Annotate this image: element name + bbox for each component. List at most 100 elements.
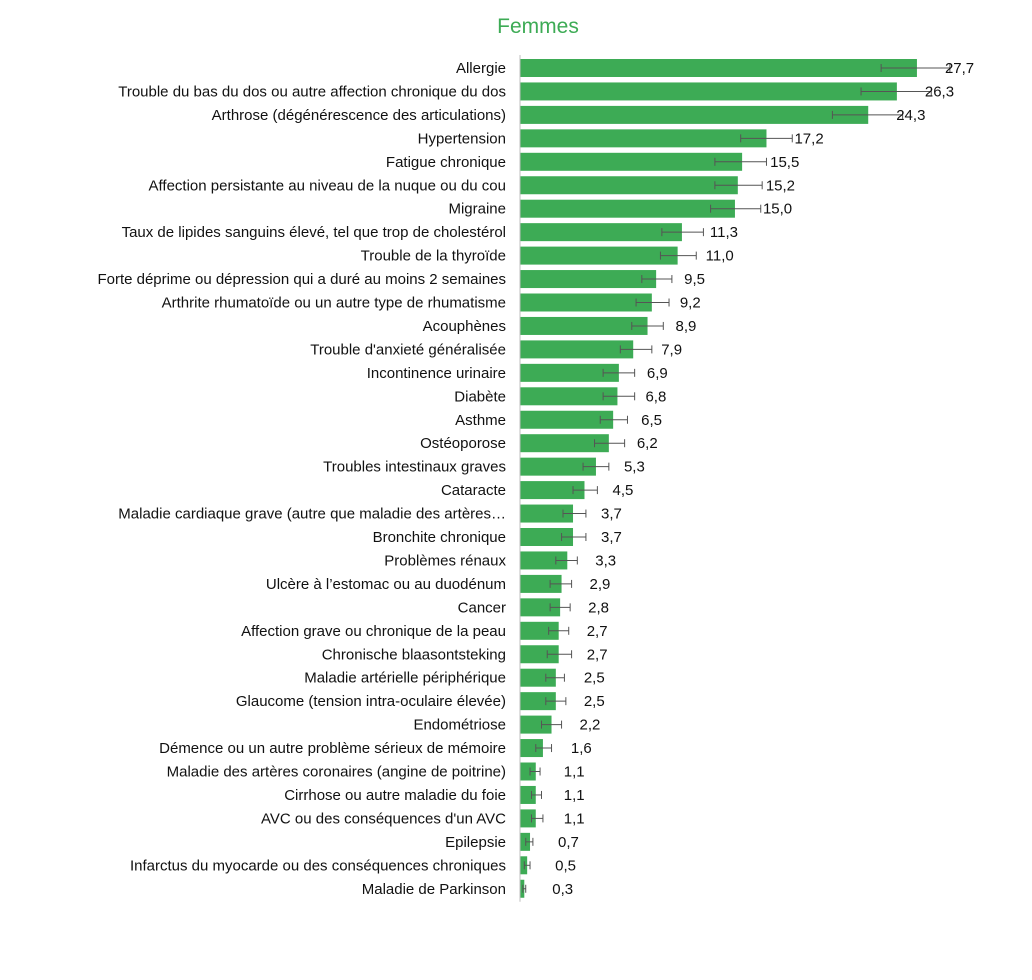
bar [520, 82, 897, 101]
bar [520, 832, 531, 851]
bar [520, 340, 634, 359]
value-label: 11,3 [710, 224, 738, 241]
category-label: Allergie [456, 60, 506, 77]
bar [520, 809, 536, 828]
value-label: 7,9 [661, 341, 682, 358]
value-label: 3,7 [601, 529, 622, 546]
bar [520, 176, 738, 195]
bar [520, 668, 556, 687]
error-bar [540, 720, 563, 729]
bar-row: Incontinence urinaire 6,9 [367, 363, 668, 382]
error-bar [710, 204, 762, 213]
error-bar [714, 157, 767, 166]
value-label: 1,1 [564, 764, 585, 781]
bar [520, 481, 585, 500]
bar [520, 785, 536, 804]
value-label: 15,5 [770, 154, 799, 171]
error-bar [522, 884, 527, 893]
bar [520, 223, 682, 242]
bar [520, 598, 561, 617]
value-label: 1,6 [571, 740, 592, 757]
bar [520, 551, 568, 570]
value-label: 2,9 [590, 576, 611, 593]
category-label: Maladie cardiaque grave (autre que malad… [118, 506, 506, 523]
error-bar [635, 298, 670, 307]
error-bar [535, 744, 553, 753]
bar-row: Infarctus du myocarde ou des conséquence… [130, 856, 576, 875]
category-label: Epilepsie [445, 834, 506, 851]
error-bar [602, 368, 636, 377]
chart-title: Femmes [497, 15, 579, 38]
category-label: Trouble de la thyroïde [361, 248, 506, 265]
category-label: Infarctus du myocarde ou des conséquence… [130, 857, 506, 874]
bar [520, 387, 618, 406]
bar [520, 504, 574, 523]
error-bar [529, 767, 541, 776]
bar [520, 457, 596, 476]
bar-row: Hypertension 17,2 [418, 129, 824, 148]
error-bar [530, 790, 542, 799]
error-bar [523, 861, 531, 870]
value-label: 2,2 [580, 717, 601, 734]
bar [520, 199, 735, 218]
category-label: Migraine [448, 201, 506, 218]
category-label: Maladie artérielle périphérique [304, 670, 506, 687]
bar-row: Endométriose 2,2 [413, 715, 601, 734]
bar [520, 152, 743, 171]
value-label: 0,7 [558, 834, 579, 851]
bars-layer: Allergie 27,7 Trouble du bas du dos ou aut… [97, 55, 974, 902]
value-label: 1,1 [564, 810, 585, 827]
error-bar [548, 626, 570, 635]
value-label: 2,8 [588, 599, 609, 616]
category-label: Glaucome (tension intra-oculaire élevée) [236, 693, 506, 710]
error-bar [582, 462, 610, 471]
bar-row: Taux de lipides sanguins élevé, tel que … [122, 223, 738, 242]
error-bar [659, 251, 697, 260]
error-bar [599, 415, 628, 424]
bar-row: Affection persistante au niveau de la nu… [149, 176, 795, 195]
category-label: Ostéoporose [420, 435, 506, 452]
bar-row: Asthme 6,5 [455, 410, 662, 429]
error-bar [546, 650, 573, 659]
value-label: 2,7 [587, 646, 608, 663]
bar-row: Bronchite chronique 3,7 [373, 528, 622, 546]
value-label: 17,2 [794, 130, 823, 147]
error-bar [572, 486, 598, 495]
value-label: 2,5 [584, 693, 605, 710]
bar-row: Migraine 15,0 [448, 199, 792, 218]
category-label: Démence ou un autre problème sérieux de … [159, 740, 506, 757]
category-label: Incontinence urinaire [367, 365, 506, 382]
bar [520, 434, 609, 453]
bar [520, 692, 556, 711]
bar-row: Trouble du bas du dos ou autre affection… [118, 82, 954, 101]
error-bar [619, 345, 653, 354]
bar-row: Chronische blaasontsteking 2,7 [322, 645, 608, 664]
bar-row: Affection grave ou chronique de la peau 2… [241, 621, 608, 640]
value-label: 26,3 [925, 83, 954, 100]
error-bar [831, 110, 904, 119]
category-label: Cataracte [441, 482, 506, 499]
category-label: Trouble d'anxieté généralisée [310, 341, 506, 358]
value-label: 6,8 [645, 388, 666, 405]
category-label: Maladie des artères coronaires (angine d… [167, 764, 506, 781]
value-label: 0,3 [552, 881, 573, 898]
category-label: Cirrhose ou autre maladie du foie [284, 787, 506, 804]
value-label: 4,5 [612, 482, 633, 499]
error-bar [631, 321, 664, 330]
error-bar [594, 439, 626, 448]
bar-row: Ulcère à l’estomac ou au duodénum 2,9 [266, 574, 611, 593]
bar [520, 316, 648, 335]
error-bar [562, 509, 587, 518]
bar-row: Forte déprime ou dépression qui a duré a… [97, 270, 705, 289]
category-label: Cancer [458, 599, 506, 616]
bar-row: Allergie 27,7 [456, 59, 974, 77]
value-label: 24,3 [896, 107, 925, 124]
bar [520, 105, 869, 124]
error-bar [525, 837, 534, 846]
bar-row: Diabète 6,8 [454, 387, 666, 406]
bar-row: Troubles intestinaux graves 5,3 [323, 457, 645, 476]
bar [520, 410, 614, 429]
bar-row: Fatigue chronique 15,5 [386, 152, 799, 171]
error-bar [549, 579, 573, 588]
